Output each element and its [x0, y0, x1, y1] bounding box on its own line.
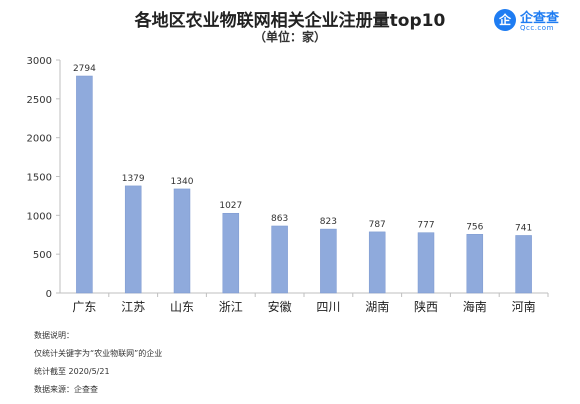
- bar: [271, 225, 288, 294]
- bar-value-label: 741: [515, 223, 532, 233]
- x-tick-label: 山东: [170, 300, 194, 314]
- bar: [222, 212, 240, 294]
- qcc-logo-url: Qcc.com: [520, 24, 554, 32]
- notes-line-2: 统计截至 2020/5/21: [34, 367, 110, 376]
- x-tick-label: 河南: [512, 299, 536, 314]
- bar-value-label: 777: [417, 221, 434, 231]
- bar-value-label: 863: [271, 214, 288, 224]
- bar: [124, 185, 142, 294]
- x-tick-label: 安徽: [268, 299, 292, 314]
- x-tick-label: 浙江: [219, 300, 243, 314]
- chart-title: 各地区农业物联网相关企业注册量top10: [134, 11, 446, 31]
- notes-line-1: 仅统计关键字为“农业物联网”的企业: [34, 349, 163, 358]
- bar-value-label: 2794: [73, 64, 96, 74]
- y-tick-label: 2000: [27, 134, 52, 145]
- y-tick-label: 2500: [27, 95, 52, 106]
- bar-chart: 0 500 1000 1500 2000 2500 3000 2794 广东 1379 江苏 1340…: [27, 56, 549, 314]
- y-tick-label: 1500: [27, 173, 52, 184]
- x-tick-label: 四川: [316, 300, 340, 314]
- y-tick-label: 1000: [27, 211, 52, 222]
- bar-value-label: 823: [320, 217, 337, 227]
- bar: [320, 228, 337, 294]
- x-tick-label: 广东: [72, 300, 96, 314]
- chart-subtitle: （单位：家）: [253, 30, 326, 44]
- bar: [368, 231, 386, 294]
- bar: [76, 75, 93, 294]
- notes-heading: 数据说明：: [34, 331, 74, 340]
- x-tick-label: 陕西: [414, 299, 438, 314]
- bar: [466, 234, 484, 294]
- qcc-logo-name: 企查查: [520, 11, 560, 26]
- bar-value-label: 1379: [122, 174, 145, 184]
- bar-value-label: 787: [369, 220, 386, 230]
- bar-value-label: 1027: [219, 201, 242, 211]
- bar: [173, 188, 191, 294]
- bar-value-label: 756: [466, 222, 483, 232]
- x-tick-label: 江苏: [121, 300, 145, 314]
- notes-line-3: 数据来源：企查查: [34, 385, 98, 394]
- bar-value-label: 1340: [171, 177, 194, 187]
- bar: [417, 232, 435, 294]
- bar: [515, 235, 532, 294]
- qcc-logo-icon: 企: [494, 9, 516, 31]
- y-tick-label: 0: [46, 289, 52, 300]
- x-tick-label: 湖南: [365, 299, 389, 314]
- y-tick-label: 3000: [27, 56, 52, 67]
- y-tick-label: 500: [33, 250, 52, 261]
- qcc-logo: 企 企查查 Qcc.com: [494, 5, 574, 37]
- x-tick-label: 海南: [463, 299, 487, 314]
